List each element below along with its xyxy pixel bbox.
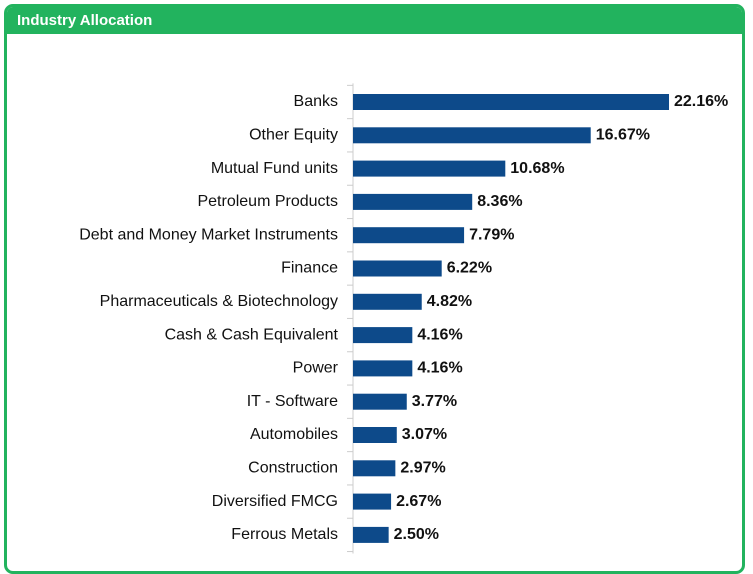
category-label: Banks <box>294 93 338 110</box>
value-label: 2.50% <box>394 526 439 543</box>
value-label: 7.79% <box>469 226 514 243</box>
category-label: Ferrous Metals <box>231 526 338 543</box>
value-label: 3.07% <box>402 426 447 443</box>
value-label: 3.77% <box>412 393 457 410</box>
bar <box>353 327 413 344</box>
value-label: 8.36% <box>477 193 522 210</box>
bar <box>353 427 397 443</box>
category-label: Construction <box>248 460 338 477</box>
bar <box>353 227 465 244</box>
bar <box>353 127 591 144</box>
value-label: 22.16% <box>674 93 728 110</box>
category-label: IT - Software <box>247 393 338 410</box>
panel-title: Industry Allocation <box>7 7 742 34</box>
bar <box>353 360 413 377</box>
bar <box>353 526 389 543</box>
category-label: Finance <box>281 260 338 277</box>
value-label: 4.16% <box>417 360 462 377</box>
bar <box>353 94 670 110</box>
bar <box>353 193 473 210</box>
category-label: Diversified FMCG <box>212 493 338 510</box>
category-label: Pharmaceuticals & Biotechnology <box>100 293 338 310</box>
category-label: Mutual Fund units <box>211 160 338 177</box>
category-label: Debt and Money Market Instruments <box>79 226 338 243</box>
bar <box>353 293 422 310</box>
bar <box>353 493 392 510</box>
bar <box>353 260 442 277</box>
value-label: 4.16% <box>417 326 462 343</box>
value-label: 6.22% <box>447 260 492 277</box>
value-label: 10.68% <box>510 160 564 177</box>
category-label: Other Equity <box>249 127 338 144</box>
bar <box>353 460 396 477</box>
category-label: Automobiles <box>250 426 338 443</box>
category-label: Power <box>293 360 339 377</box>
value-label: 2.97% <box>400 460 445 477</box>
category-label: Cash & Cash Equivalent <box>165 326 339 343</box>
bar <box>353 393 407 410</box>
value-label: 16.67% <box>596 127 650 144</box>
value-label: 4.82% <box>427 293 472 310</box>
chart: Banks 22.16% Other Equity 16.67% Mutual Fund… <box>79 83 728 554</box>
category-label: Petroleum Products <box>197 193 338 210</box>
page: Industry Allocation Banks 22.16% Other Equ… <box>4 4 745 574</box>
value-label: 2.67% <box>396 493 441 510</box>
bar <box>353 160 506 177</box>
